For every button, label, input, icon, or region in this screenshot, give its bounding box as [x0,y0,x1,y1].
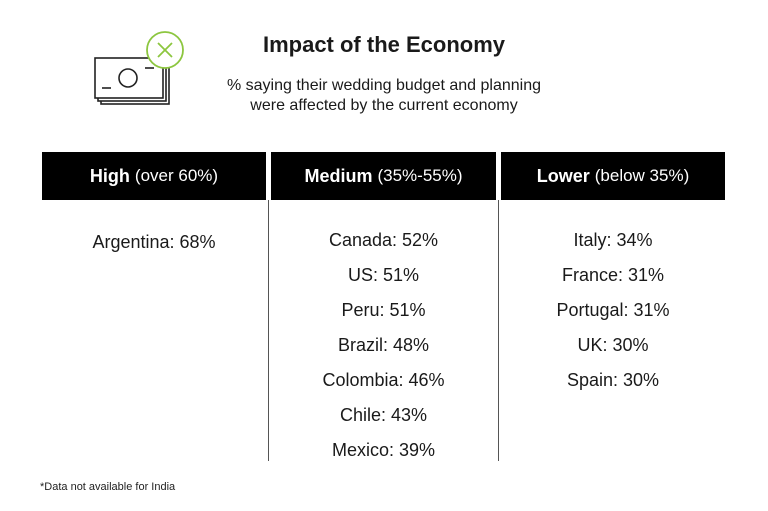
list-item: Chile: 43% [339,405,428,425]
country-list-high: Argentina: 68% [42,225,266,260]
column-header-medium: Medium (35%-55%) [271,152,496,200]
list-item: Mexico: 39% [331,440,436,460]
subtitle-line-1: % saying their wedding budget and planni… [226,77,541,94]
country-list-lower: Italy: 34% France: 31% Portugal: 31% UK:… [501,223,725,398]
list-item: Argentina: 68% [92,232,216,252]
column-header-label: High [89,165,130,186]
list-item: Colombia: 46% [322,370,445,390]
list-item: Italy: 34% [573,230,653,250]
list-item: France: 31% [561,265,665,285]
list-item: Canada: 52% [328,230,439,250]
column-header-range: (over 60%) [134,166,219,185]
money-with-x-icon [92,30,188,114]
list-item: Brazil: 48% [337,335,430,355]
country-list-medium: Canada: 52% US: 51% Peru: 51% Brazil: 48… [271,223,496,468]
list-item: Portugal: 31% [556,300,670,320]
column-header-label: Medium [304,165,373,186]
column-divider [498,200,499,461]
footnote: *Data not available for India [40,481,176,493]
column-header-lower: Lower (below 35%) [501,152,725,200]
column-divider [268,200,269,461]
column-header-range: (below 35%) [594,166,690,185]
list-item: Peru: 51% [341,300,426,320]
list-item: Spain: 30% [566,370,660,390]
list-item: UK: 30% [577,335,649,355]
page-subtitle: % saying their wedding budget and planni… [190,76,578,116]
subtitle-line-2: were affected by the current economy [250,97,518,114]
list-item: US: 51% [347,265,420,285]
column-header-range: (35%-55%) [377,166,463,185]
column-header-high: High (over 60%) [42,152,266,200]
page-title: Impact of the Economy [262,32,506,57]
column-header-label: Lower [536,165,590,186]
